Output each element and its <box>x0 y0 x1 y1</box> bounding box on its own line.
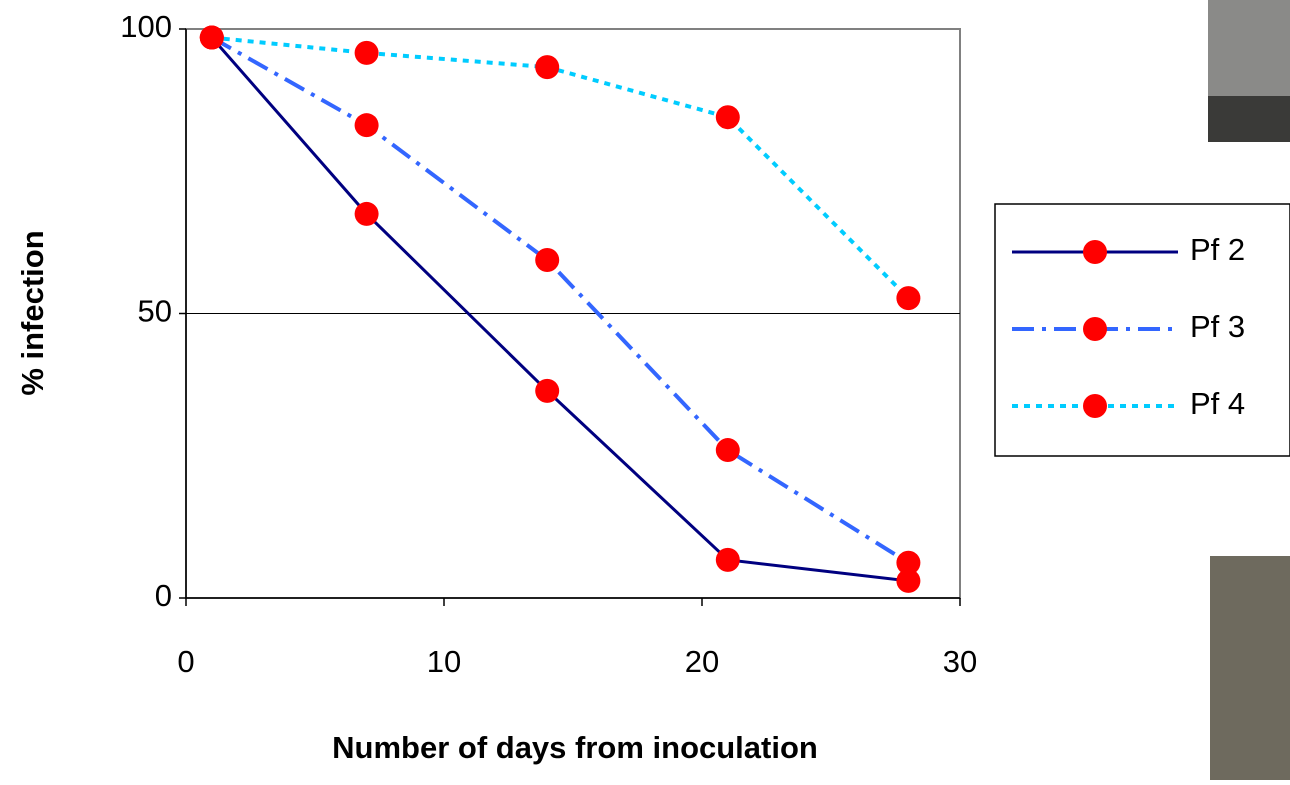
x-tick-label: 20 <box>685 644 719 679</box>
y-tick-label: 0 <box>155 578 172 613</box>
marker <box>354 201 379 226</box>
y-tick-label: 50 <box>138 294 172 329</box>
marker <box>715 105 740 130</box>
series-line <box>210 35 910 565</box>
series-line <box>211 35 910 300</box>
legend-label: Pf 4 <box>1190 386 1245 421</box>
marker <box>896 286 921 311</box>
marker <box>354 40 379 65</box>
marker <box>535 55 560 80</box>
legend-marker <box>1083 394 1107 418</box>
photo-shadow <box>1208 96 1290 142</box>
legend-marker <box>1083 240 1107 264</box>
x-tick-label: 10 <box>427 644 461 679</box>
marker <box>896 568 921 593</box>
x-tick-label: 30 <box>943 644 977 679</box>
y-axis-label: % infection <box>15 230 50 395</box>
x-tick-label: 0 <box>177 644 194 679</box>
legend-label: Pf 3 <box>1190 309 1245 344</box>
marker <box>896 550 921 575</box>
photo <box>1210 556 1290 780</box>
marker <box>715 438 740 463</box>
y-tick-label: 100 <box>120 9 172 44</box>
marker <box>354 113 379 138</box>
marker <box>535 248 560 273</box>
legend-label: Pf 2 <box>1190 232 1245 267</box>
x-axis-label: Number of days from inoculation <box>332 730 818 765</box>
marker <box>535 378 560 403</box>
marker <box>715 547 740 572</box>
marker <box>199 25 224 50</box>
legend-marker <box>1083 317 1107 341</box>
